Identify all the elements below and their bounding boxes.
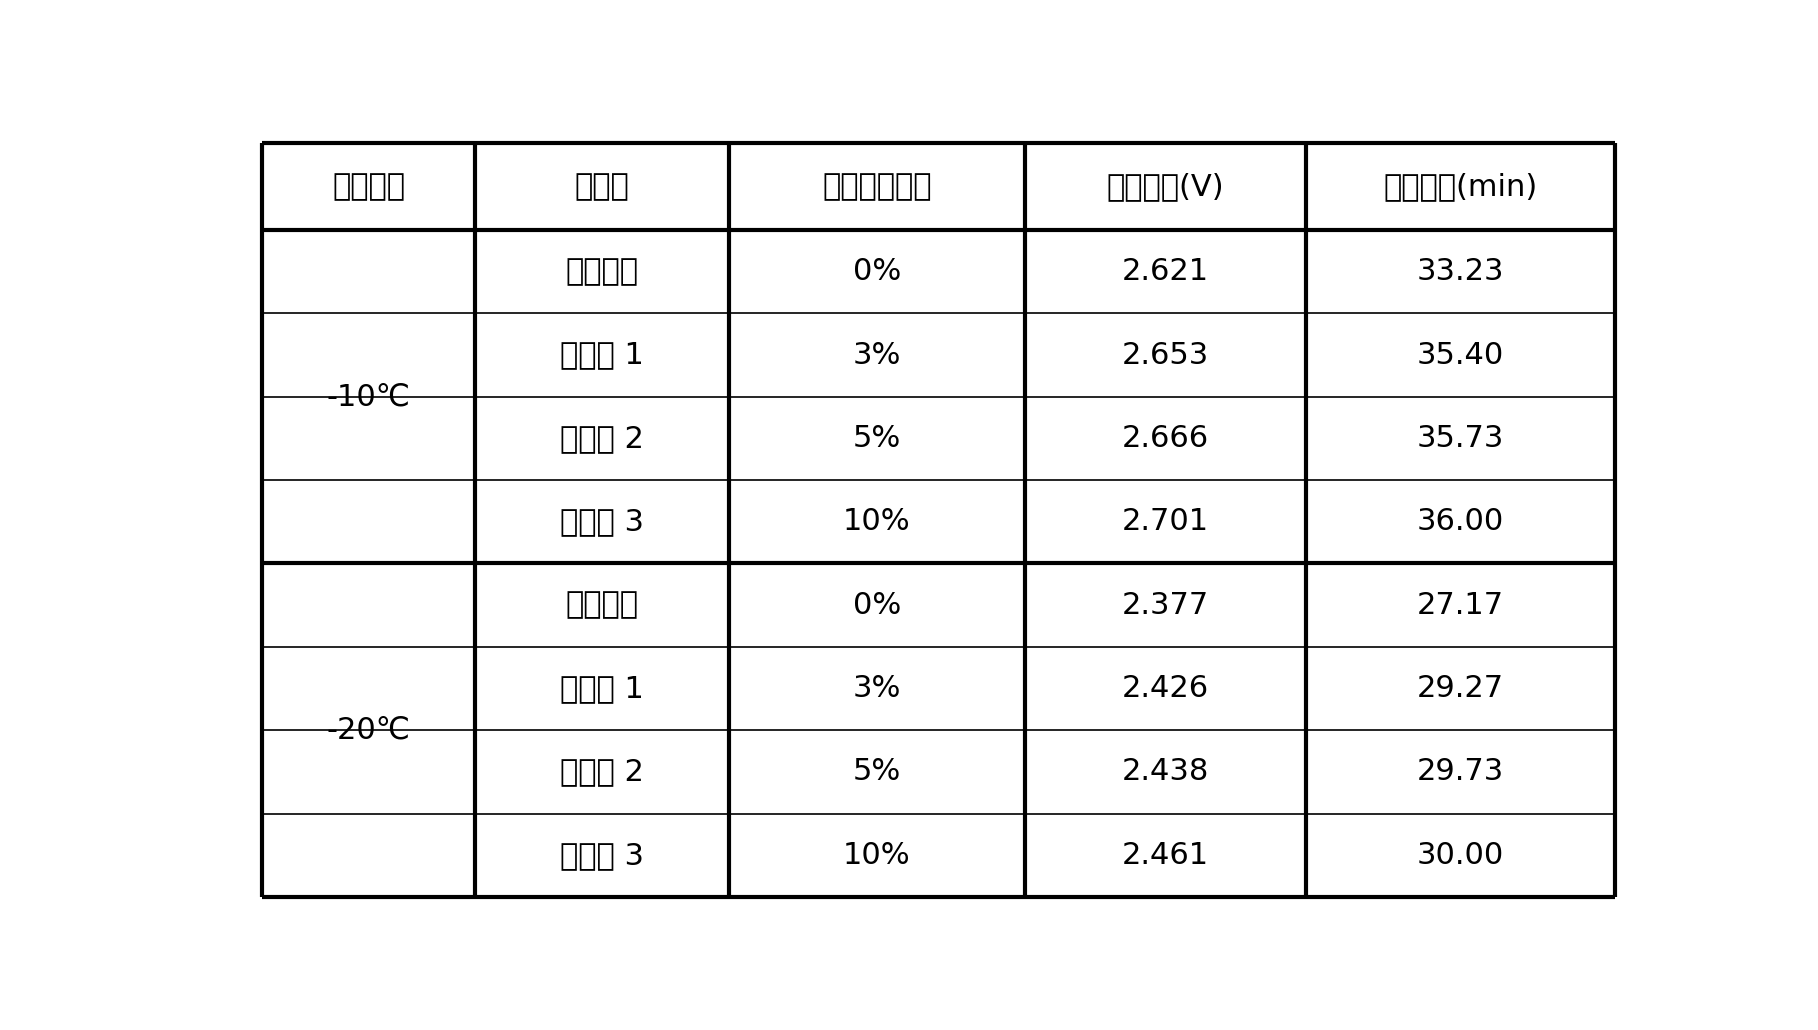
Text: -10℃: -10℃ [327,382,411,411]
Text: 实施例 3: 实施例 3 [560,840,644,869]
Text: 实施例: 实施例 [574,172,629,201]
Text: 36.00: 36.00 [1416,508,1503,537]
Text: 钴酸锂添加量: 钴酸锂添加量 [822,172,933,201]
Text: 放电温度: 放电温度 [333,172,405,201]
Text: 35.73: 35.73 [1416,424,1503,453]
Text: 29.27: 29.27 [1416,674,1503,703]
Text: 2.426: 2.426 [1122,674,1209,703]
Text: 对比实例: 对比实例 [565,258,638,286]
Text: 实施例 1: 实施例 1 [560,341,644,370]
Text: 实施例 1: 实施例 1 [560,674,644,703]
Text: 实施例 2: 实施例 2 [560,757,644,786]
Text: 实施例 2: 实施例 2 [560,424,644,453]
Text: 2.438: 2.438 [1122,757,1209,786]
Text: 放电时间(min): 放电时间(min) [1383,172,1538,201]
Text: 2.377: 2.377 [1122,590,1209,620]
Text: 30.00: 30.00 [1416,840,1503,869]
Text: 电压平台(V): 电压平台(V) [1107,172,1224,201]
Text: 2.653: 2.653 [1122,341,1209,370]
Text: 3%: 3% [853,674,902,703]
Text: 实施例 3: 实施例 3 [560,508,644,537]
Text: 对比实例: 对比实例 [565,590,638,620]
Text: 2.461: 2.461 [1122,840,1209,869]
Text: 0%: 0% [853,258,902,286]
Text: 27.17: 27.17 [1416,590,1503,620]
Text: 2.701: 2.701 [1122,508,1209,537]
Text: -20℃: -20℃ [327,716,411,745]
Text: 2.621: 2.621 [1122,258,1209,286]
Text: 10%: 10% [844,508,911,537]
Text: 10%: 10% [844,840,911,869]
Text: 2.666: 2.666 [1122,424,1209,453]
Text: 5%: 5% [853,757,902,786]
Text: 3%: 3% [853,341,902,370]
Text: 33.23: 33.23 [1416,258,1503,286]
Text: 35.40: 35.40 [1416,341,1503,370]
Text: 29.73: 29.73 [1416,757,1503,786]
Text: 5%: 5% [853,424,902,453]
Text: 0%: 0% [853,590,902,620]
